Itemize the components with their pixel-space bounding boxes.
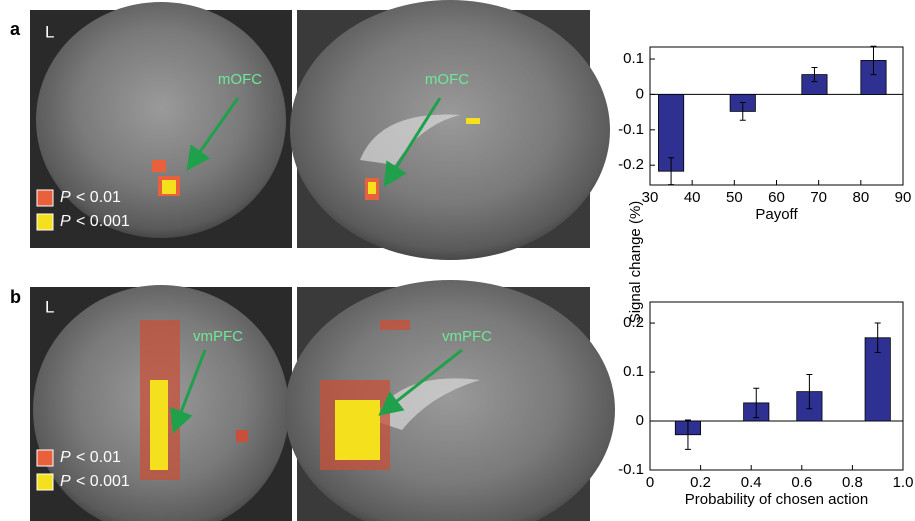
legend-swatch bbox=[37, 214, 53, 230]
side-label: L bbox=[45, 22, 54, 41]
x-tick-label: 0.2 bbox=[690, 474, 711, 491]
y-tick-label: -0.1 bbox=[618, 121, 644, 138]
region-label: vmPFC bbox=[193, 328, 243, 345]
y-tick-label: 0 bbox=[636, 412, 644, 429]
legend-text: < 0.001 bbox=[76, 213, 130, 230]
x-tick-label: 0.4 bbox=[741, 474, 762, 491]
x-tick-label: 80 bbox=[852, 189, 869, 206]
region-label: vmPFC bbox=[442, 328, 492, 345]
legend-swatch bbox=[37, 474, 53, 490]
x-tick-label: 40 bbox=[684, 189, 701, 206]
legend-text: < 0.01 bbox=[76, 449, 121, 466]
legend-swatch bbox=[37, 450, 53, 466]
x-axis-label: Payoff bbox=[755, 206, 798, 223]
y-tick-label: -0.2 bbox=[618, 156, 644, 173]
legend-text: < 0.001 bbox=[76, 473, 130, 490]
legend-symbol: P bbox=[60, 449, 71, 466]
y-tick-label: -0.1 bbox=[618, 461, 644, 478]
x-tick-label: 30 bbox=[642, 189, 659, 206]
y-tick-label: 0.1 bbox=[623, 363, 644, 380]
legend-symbol: P bbox=[60, 189, 71, 206]
x-tick-label: 0.6 bbox=[791, 474, 812, 491]
legend-text: < 0.01 bbox=[76, 189, 121, 206]
y-tick-label: 0.2 bbox=[623, 314, 644, 331]
x-tick-label: 90 bbox=[895, 189, 912, 206]
y-tick-label: 0 bbox=[636, 85, 644, 102]
region-label: mOFC bbox=[425, 71, 469, 88]
region-label: mOFC bbox=[218, 71, 262, 88]
figure: a b L L mOFC mOFC vmPFC vmPFC Signal cha… bbox=[0, 0, 915, 521]
x-tick-label: 0 bbox=[646, 474, 654, 491]
x-tick-label: 0.8 bbox=[842, 474, 863, 491]
x-tick-label: 60 bbox=[768, 189, 785, 206]
y-tick-label: 0.1 bbox=[623, 50, 644, 67]
side-label: L bbox=[45, 297, 54, 316]
legend-symbol: P bbox=[60, 473, 71, 490]
legend-swatch bbox=[37, 190, 53, 206]
x-tick-label: 70 bbox=[810, 189, 827, 206]
x-tick-label: 50 bbox=[726, 189, 743, 206]
y-axis-label: Signal change (%) bbox=[627, 201, 644, 324]
x-tick-label: 1.0 bbox=[893, 474, 914, 491]
x-axis-label: Probability of chosen action bbox=[685, 491, 868, 508]
page: a b L L mOFC mOFC vmPFC vmPFC Signal cha… bbox=[0, 0, 915, 521]
panel-label: a bbox=[10, 19, 21, 39]
panel-label: b bbox=[10, 287, 21, 307]
legend-symbol: P bbox=[60, 213, 71, 230]
